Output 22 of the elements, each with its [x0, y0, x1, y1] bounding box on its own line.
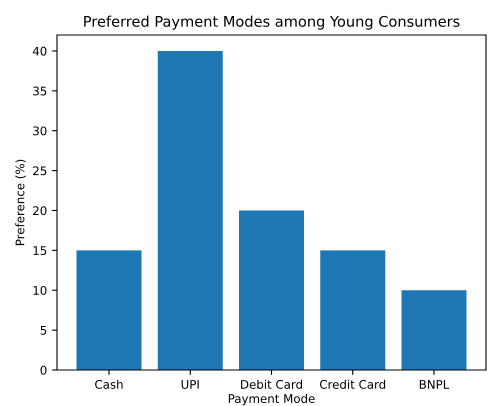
- bar: [158, 50, 223, 370]
- x-tick-label: Credit Card: [320, 380, 386, 389]
- y-tick-label: 10: [34, 286, 46, 295]
- y-tick-label: 20: [33, 206, 46, 216]
- x-tick-label: Cash: [95, 380, 123, 389]
- y-tick-label: 40: [32, 46, 46, 56]
- y-tick-label: 35: [33, 86, 46, 96]
- x-tick-label: UPI: [182, 380, 199, 389]
- x-tick-label: BNPL: [420, 380, 450, 389]
- y-tick-label: 30: [33, 126, 46, 136]
- y-tick-label: 0: [40, 366, 46, 375]
- y-tick-label: 5: [40, 326, 46, 335]
- chart-title: Preferred Payment Modes among Young Consumers: [84, 16, 460, 30]
- x-tick-label: Debit Card: [241, 380, 302, 389]
- bar: [402, 290, 466, 370]
- y-tick-label: 15: [34, 246, 46, 256]
- bar: [239, 210, 304, 370]
- x-axis-title: Payment Mode: [228, 394, 315, 406]
- y-tick-label: 25: [33, 166, 46, 176]
- bar: [320, 250, 386, 370]
- y-axis-title: Preference (%): [15, 160, 26, 246]
- bar: [76, 250, 142, 370]
